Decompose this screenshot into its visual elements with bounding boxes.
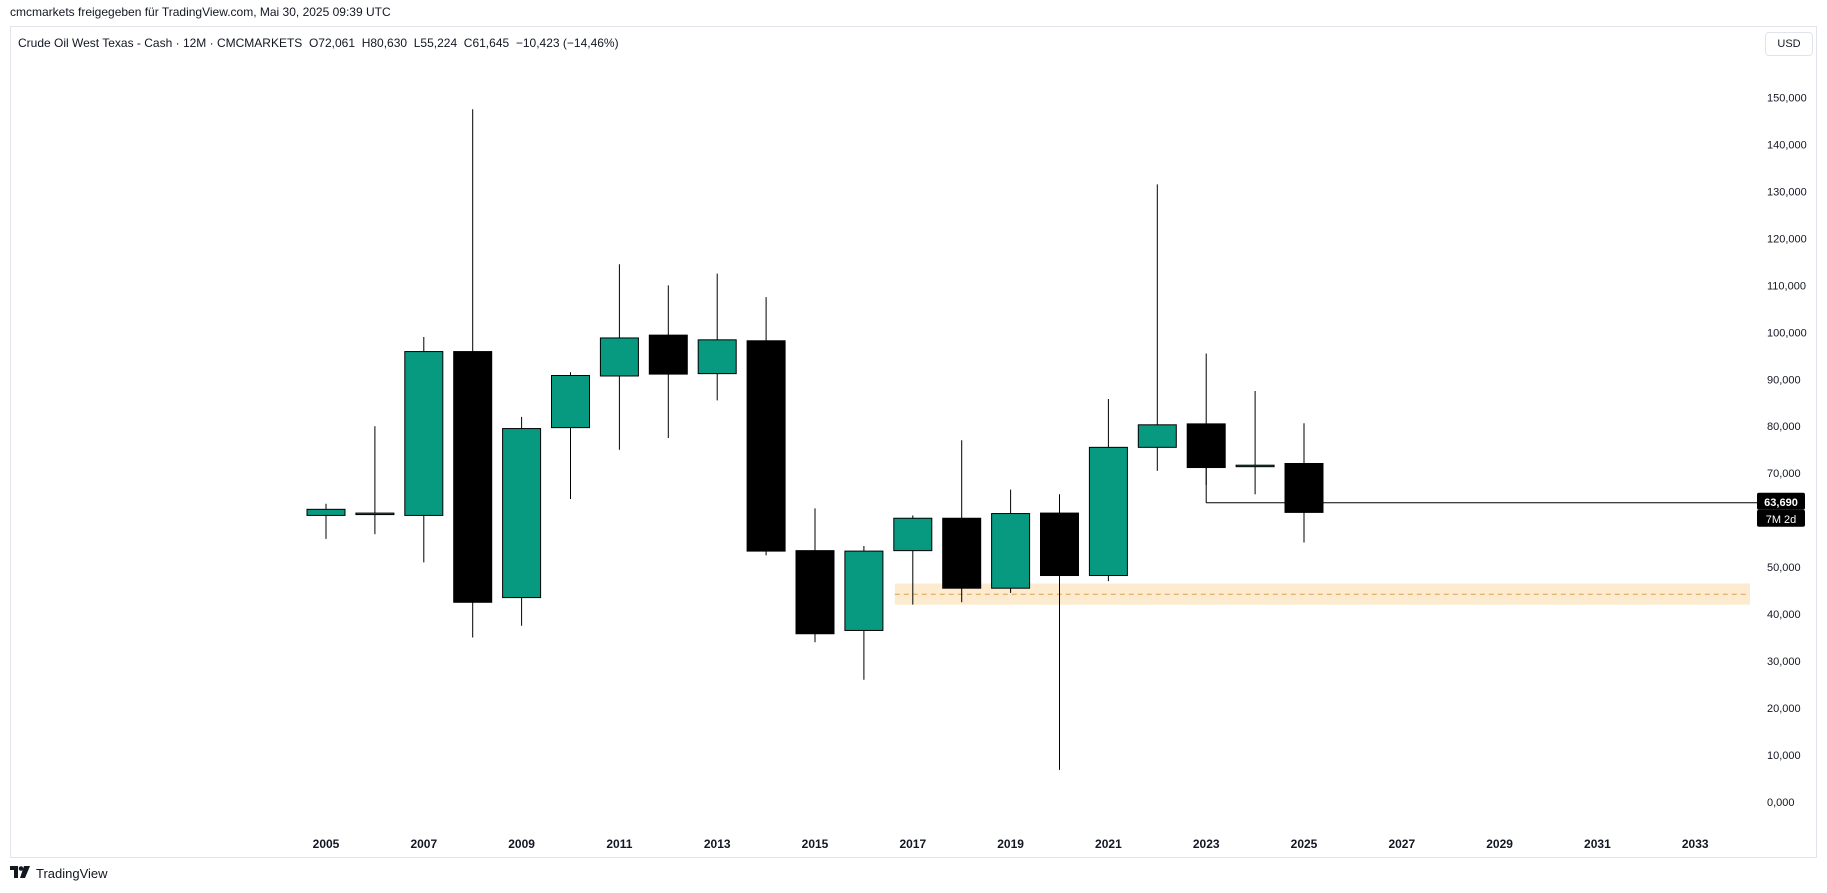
y-tick-label: 100,000 xyxy=(1767,327,1807,339)
candle-body-2006[interactable] xyxy=(355,512,395,516)
countdown-label: 7M 2d xyxy=(1766,514,1797,526)
x-tick-label: 2025 xyxy=(1291,837,1318,851)
y-tick-label: 0,000 xyxy=(1767,797,1795,809)
price-tag-box xyxy=(1757,492,1805,510)
candle-body-2012[interactable] xyxy=(648,334,688,375)
candle-body-2020[interactable] xyxy=(1040,512,1079,577)
y-tick-label: 40,000 xyxy=(1767,609,1801,621)
brand-name: TradingView xyxy=(36,866,108,881)
x-tick-label: 2011 xyxy=(606,837,632,851)
x-tick-label: 2031 xyxy=(1584,837,1611,851)
legend-low: L55,224 xyxy=(413,36,458,50)
x-tick-label: 2029 xyxy=(1486,837,1513,851)
candle-body-2005[interactable] xyxy=(306,508,346,516)
price-tag-label: 63,690 xyxy=(1764,497,1798,509)
symbol-legend: Crude Oil West Texas - Cash · 12M · CMCM… xyxy=(18,36,619,50)
y-tick-label: 150,000 xyxy=(1767,93,1807,105)
candle-body-2025[interactable] xyxy=(1284,462,1324,513)
y-tick-label: 140,000 xyxy=(1767,140,1807,152)
candle-body-2007[interactable] xyxy=(404,351,444,516)
candle-body-2016[interactable] xyxy=(844,550,884,631)
x-tick-label: 2015 xyxy=(802,837,829,851)
x-tick-label: 2013 xyxy=(704,837,731,851)
currency-button[interactable]: USD xyxy=(1765,32,1813,56)
candle-body-2010[interactable] xyxy=(551,375,590,429)
tradingview-logo-icon xyxy=(10,866,32,881)
x-tick-label: 2033 xyxy=(1682,837,1709,851)
chart-frame xyxy=(10,26,1817,858)
y-tick-label: 30,000 xyxy=(1767,656,1801,668)
y-tick-label: 110,000 xyxy=(1767,280,1806,292)
x-tick-label: 2023 xyxy=(1193,837,1220,851)
candle-body-2023[interactable] xyxy=(1186,423,1226,469)
legend-symbol[interactable]: Crude Oil West Texas - Cash · 12M · CMCM… xyxy=(18,36,303,50)
x-tick-label: 2005 xyxy=(313,837,340,851)
countdown-box xyxy=(1757,509,1805,527)
candle-body-2022[interactable] xyxy=(1137,424,1177,448)
legend-open: O72,061 xyxy=(308,36,356,50)
y-tick-label: 10,000 xyxy=(1767,750,1801,762)
candle-body-2008[interactable] xyxy=(453,351,493,603)
candle-body-2013[interactable] xyxy=(697,339,737,375)
candle-body-2021[interactable] xyxy=(1088,446,1128,577)
brand[interactable]: TradingView xyxy=(10,866,108,881)
candle-body-2017[interactable] xyxy=(893,517,933,552)
x-tick-label: 2007 xyxy=(410,837,437,851)
legend-high: H80,630 xyxy=(361,36,408,50)
x-tick-label: 2017 xyxy=(899,837,926,851)
candle-body-2018[interactable] xyxy=(942,517,982,589)
y-tick-label: 130,000 xyxy=(1767,186,1807,198)
x-tick-label: 2021 xyxy=(1095,837,1122,851)
y-tick-label: 50,000 xyxy=(1767,562,1801,574)
candle-body-2009[interactable] xyxy=(502,428,542,599)
y-tick-label: 80,000 xyxy=(1767,421,1801,433)
x-tick-label: 2009 xyxy=(508,837,535,851)
x-tick-label: 2027 xyxy=(1388,837,1415,851)
candle-body-2024[interactable] xyxy=(1235,464,1275,468)
y-tick-label: 70,000 xyxy=(1767,468,1801,480)
legend-change: −10,423 (−14,46%) xyxy=(515,36,619,50)
x-tick-label: 2019 xyxy=(997,837,1024,851)
candle-body-2011[interactable] xyxy=(599,337,639,377)
legend-close: C61,645 xyxy=(463,36,510,50)
y-tick-label: 20,000 xyxy=(1767,703,1801,715)
y-tick-label: 120,000 xyxy=(1767,233,1807,245)
y-tick-label: 90,000 xyxy=(1767,374,1801,386)
candle-body-2015[interactable] xyxy=(795,550,835,635)
candle-body-2014[interactable] xyxy=(746,340,786,552)
candle-body-2019[interactable] xyxy=(991,513,1031,589)
chart-caption: cmcmarkets freigegeben für TradingView.c… xyxy=(10,5,391,19)
